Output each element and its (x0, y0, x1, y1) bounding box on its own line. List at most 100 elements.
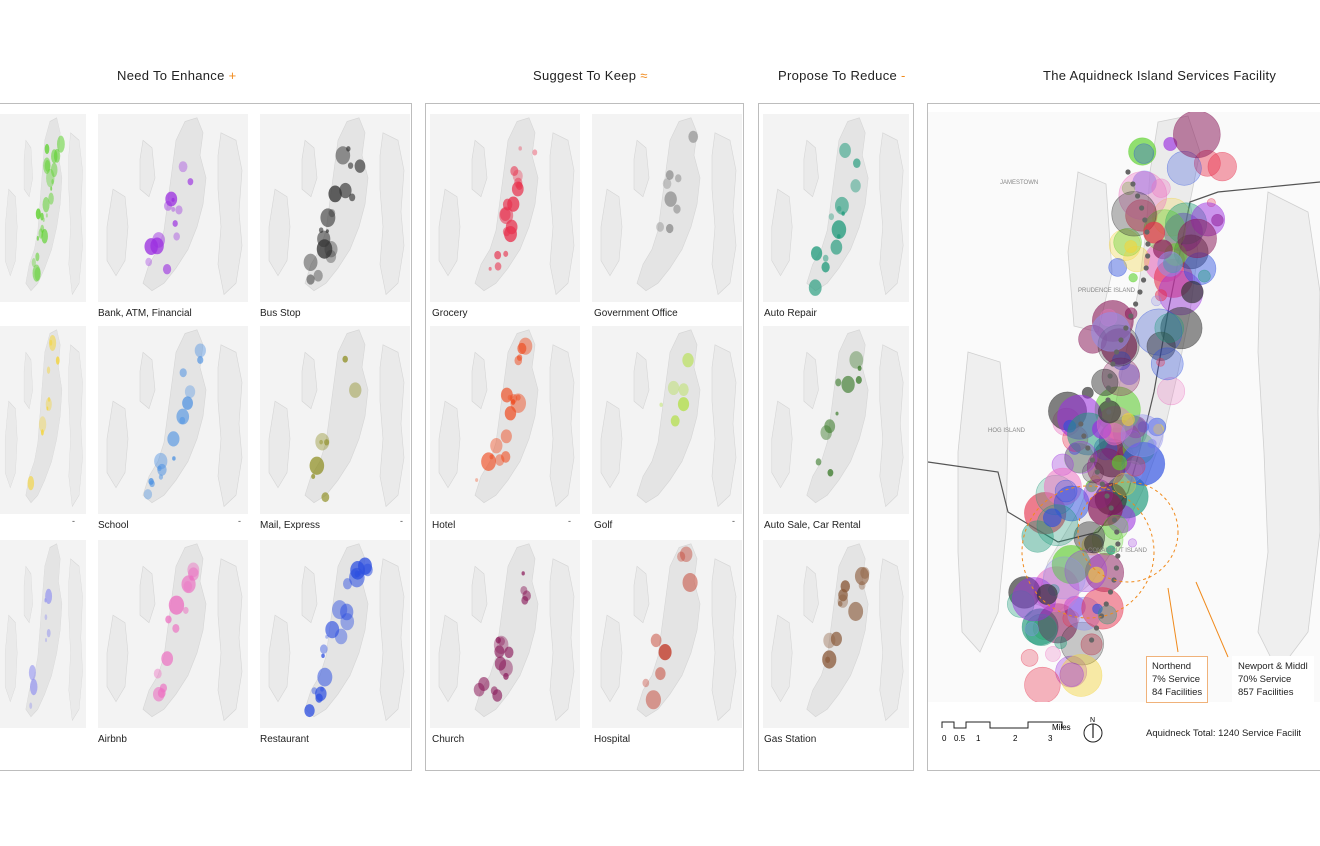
land-shape (549, 558, 575, 722)
facility-point (50, 186, 53, 191)
bus-stop-point (1089, 457, 1096, 463)
map-tile-church (430, 540, 580, 728)
facility-point (1101, 357, 1140, 396)
facility-point (1024, 666, 1061, 704)
map-tile-auto-repair (763, 114, 909, 302)
land-shape (23, 565, 33, 624)
facility-point (682, 573, 698, 592)
land-shape (4, 188, 18, 277)
facility-point (664, 191, 677, 207)
land-shape (549, 132, 575, 296)
tile-label-bus-stop: Bus Stop (260, 308, 301, 319)
land-shape (438, 614, 461, 703)
facility-point (516, 181, 523, 190)
facility-point (1127, 538, 1137, 548)
facility-point (317, 230, 331, 248)
facility-point (1113, 472, 1137, 496)
facility-point (1207, 151, 1237, 182)
facility-point (40, 224, 45, 233)
facility-point (41, 229, 48, 244)
facility-point (1154, 313, 1184, 343)
facility-point (827, 468, 834, 477)
facility-point (172, 623, 180, 633)
facility-point (42, 217, 45, 222)
facility-point (500, 207, 511, 221)
facility-point (354, 159, 366, 173)
land-shape (379, 132, 405, 296)
leader-northend (1167, 587, 1179, 653)
facility-point (848, 601, 864, 622)
map-tile-canvas (268, 117, 405, 296)
map-tile-canvas (771, 543, 904, 722)
map-tile-canvas (268, 543, 405, 722)
bus-stop-point (1115, 553, 1121, 559)
facility-point (522, 590, 531, 602)
facility-point (810, 246, 823, 261)
facility-point (835, 411, 839, 416)
facility-point (172, 456, 176, 461)
facility-point (315, 686, 327, 701)
facility-point (682, 353, 694, 368)
facility-point (179, 368, 187, 378)
land-shape (379, 558, 405, 722)
facility-point (182, 396, 193, 410)
map-tile-airbnb (98, 540, 248, 728)
land-shape (142, 329, 207, 504)
land-shape (879, 558, 904, 722)
facility-point (1157, 251, 1183, 277)
facility-point (325, 634, 329, 639)
facility-point (815, 458, 822, 466)
facility-point (1146, 331, 1176, 361)
heading-reduce-mark: - (901, 68, 906, 83)
total-facilities: Aquidneck Total: 1240 Service Facilit (1146, 728, 1302, 739)
facility-point (324, 241, 338, 258)
facility-point (515, 394, 521, 401)
land-shape (139, 351, 156, 410)
facility-point (143, 489, 153, 500)
facility-point (1062, 610, 1080, 628)
facility-point (49, 339, 53, 346)
facility-point (857, 365, 862, 371)
facility-point (1157, 377, 1186, 406)
map-tile-unlabeled-3 (0, 326, 86, 514)
facility-point (309, 456, 325, 475)
bus-stop-point (1143, 265, 1149, 271)
facility-point (1198, 269, 1211, 283)
land-shape (600, 614, 623, 703)
bus-stop-point (1094, 469, 1100, 475)
facility-point (178, 161, 188, 173)
bus-stop-point (1111, 517, 1118, 523)
heading-keep-mark: ≈ (640, 68, 648, 83)
facility-point (1151, 295, 1162, 307)
bus-stop-point (1114, 529, 1120, 535)
bus-stop-point (1145, 253, 1151, 259)
facility-point (1045, 646, 1061, 662)
land-shape (438, 400, 461, 489)
facility-point (175, 205, 183, 215)
land-shape (771, 400, 793, 489)
scale-tick-3: 3 (1048, 734, 1053, 743)
land-shape (879, 344, 904, 508)
facility-point (1120, 414, 1164, 458)
facility-point (358, 557, 372, 575)
facility-point (1111, 455, 1128, 471)
bus-stop-point (1104, 493, 1110, 499)
heading-overview: The Aquidneck Island Services Facility (1043, 68, 1276, 83)
heading-propose-to-reduce: Propose To Reduce - (778, 68, 906, 83)
facility-point (342, 355, 348, 363)
facility-point (510, 166, 519, 177)
facility-point (498, 659, 513, 677)
map-tile-school (98, 326, 248, 514)
tile-label-mail-express: Mail, Express (260, 520, 321, 531)
bus-stop-point (1133, 301, 1139, 307)
tile-label-church: Church (432, 734, 465, 745)
facility-point (659, 402, 663, 407)
facility-point (1150, 347, 1184, 381)
facility-point (27, 475, 35, 491)
land-shape (139, 139, 156, 198)
bus-stop-point (1107, 589, 1114, 595)
facility-point (518, 146, 522, 151)
facility-point (665, 170, 674, 180)
facility-point (181, 575, 196, 594)
facility-point (673, 204, 681, 214)
